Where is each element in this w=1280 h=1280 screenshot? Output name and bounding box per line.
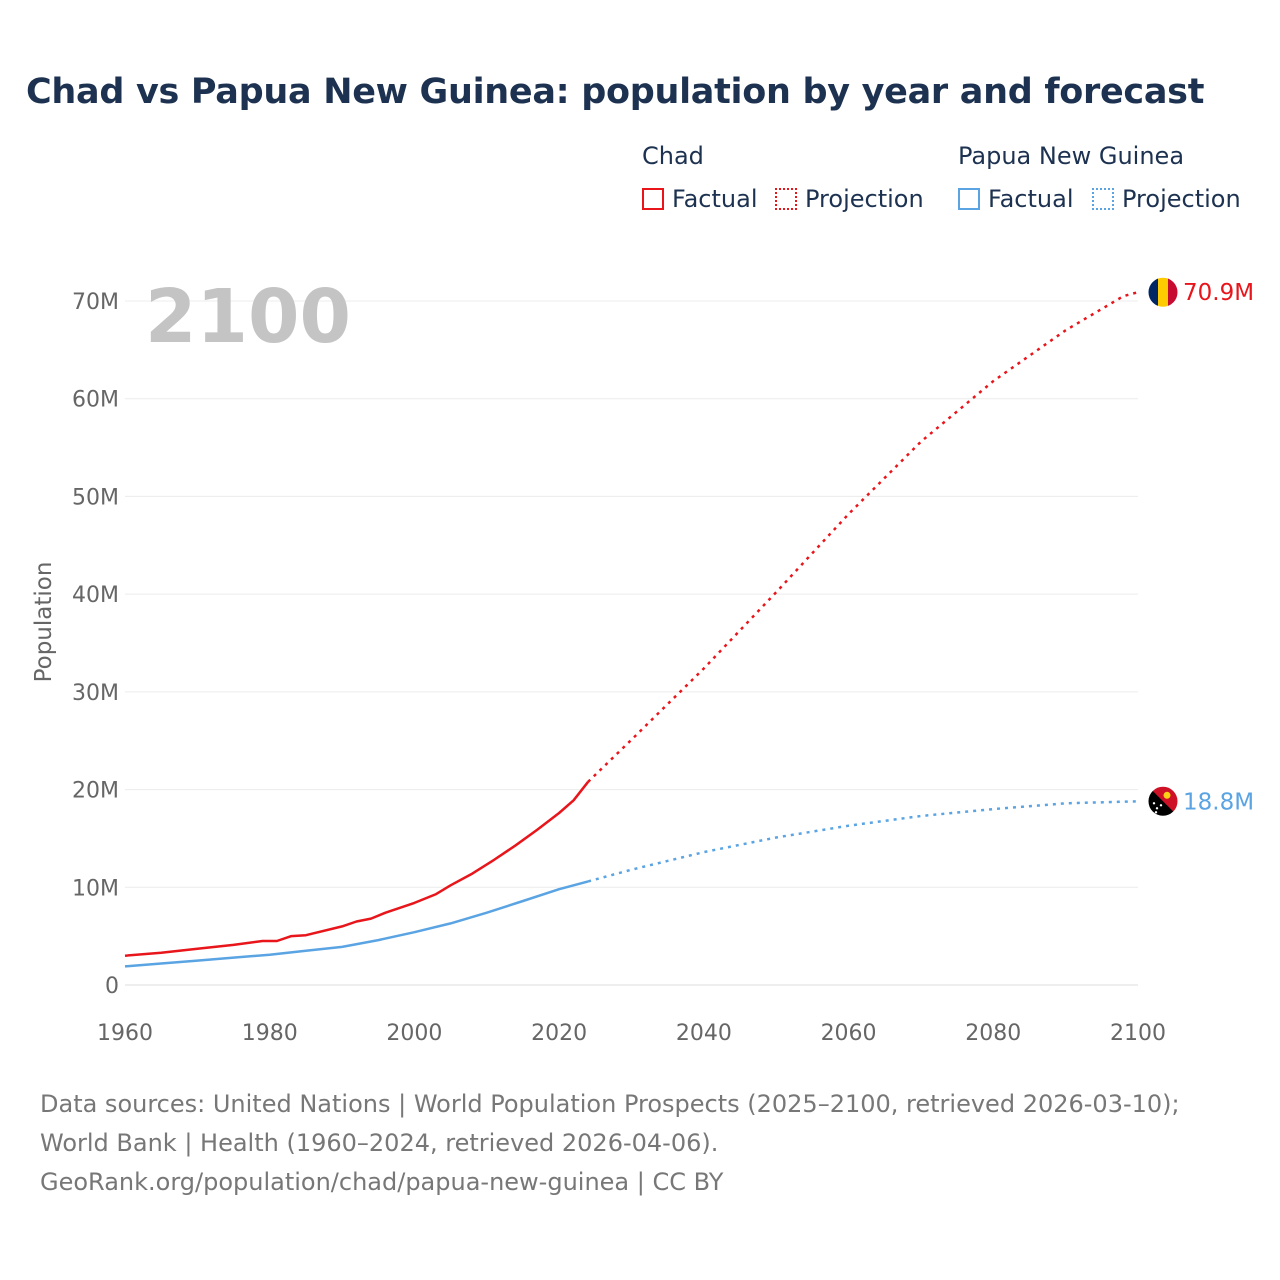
end-value-label-papua-new-guinea: 18.8M: [1183, 789, 1254, 815]
line-chad-factual: [124, 781, 590, 957]
legend-swatch-chad-factual: [642, 188, 664, 210]
endpoint-papua-new-guinea: [1147, 785, 1179, 817]
footer: Data sources: United Nations | World Pop…: [40, 1085, 1250, 1202]
legend-png-projection[interactable]: Projection: [1092, 185, 1241, 213]
y-axis-label: Population: [31, 562, 57, 683]
legend-swatch-png-factual: [958, 188, 980, 210]
credit-line: GeoRank.org/population/chad/papua-new-gu…: [40, 1168, 724, 1196]
x-tick-label-6: 2080: [965, 1021, 1021, 1046]
legend-swatch-chad-projection: [775, 188, 797, 210]
x-tick-label-3: 2020: [531, 1021, 587, 1046]
y-tick-label-5: 50M: [72, 485, 119, 510]
y-axis-ticks: 0 10M 20M 30M 40M 50M 60M 70M: [72, 290, 119, 999]
papua-new-guinea-flag-icon: [1148, 786, 1178, 817]
legend-chad-factual[interactable]: Factual: [642, 185, 758, 213]
y-tick-label-6: 60M: [72, 388, 119, 413]
line-papua-new-guinea-factual: [124, 880, 589, 968]
current-year-label: 2100: [145, 274, 351, 360]
legend-label-chad-factual: Factual: [672, 185, 758, 213]
legend-group-png: Papua New Guinea: [958, 142, 1185, 170]
y-tick-label-3: 30M: [72, 681, 119, 706]
legend-chad-projection[interactable]: Projection: [775, 185, 924, 213]
y-tick-label-0: 0: [105, 974, 119, 999]
y-tick-label-1: 10M: [72, 876, 119, 901]
legend-label-chad-projection: Projection: [805, 185, 924, 213]
line-papua-new-guinea-projection: [587, 800, 1139, 883]
chart-title: Chad vs Papua New Guinea: population by …: [26, 72, 1205, 112]
legend-png-factual[interactable]: Factual: [958, 185, 1074, 213]
x-tick-label-4: 2040: [676, 1021, 732, 1046]
y-tick-label-2: 20M: [72, 779, 119, 804]
legend-label-png-factual: Factual: [988, 185, 1074, 213]
population-chart: 0 10M 20M 30M 40M 50M 60M 70M 1960 1980 2000 2020 2…: [31, 274, 1254, 1046]
gridlines: [125, 300, 1138, 986]
y-tick-label-7: 70M: [72, 290, 119, 315]
data-sources: Data sources: United Nations | World Pop…: [40, 1090, 1180, 1157]
x-tick-label-1: 1980: [242, 1021, 298, 1046]
x-tick-label-2: 2000: [386, 1021, 442, 1046]
series-lines: [124, 290, 1139, 968]
x-tick-label-5: 2060: [821, 1021, 877, 1046]
x-tick-label-7: 2100: [1110, 1021, 1166, 1046]
endpoint-chad: [1147, 276, 1179, 308]
end-value-label-chad: 70.9M: [1183, 280, 1254, 306]
legend-label-png-projection: Projection: [1122, 185, 1241, 213]
chad-flag-icon: [1148, 277, 1178, 308]
x-tick-label-0: 1960: [97, 1021, 153, 1046]
x-axis-ticks: 1960 1980 2000 2020 2040 2060 2080 2100: [97, 1021, 1166, 1046]
legend-group-chad: Chad: [642, 142, 704, 170]
legend-swatch-png-projection: [1092, 188, 1114, 210]
y-tick-label-4: 40M: [72, 583, 119, 608]
series-endpoints: 70.9M 18.8M: [1147, 276, 1254, 817]
line-chad-projection: [587, 290, 1139, 783]
